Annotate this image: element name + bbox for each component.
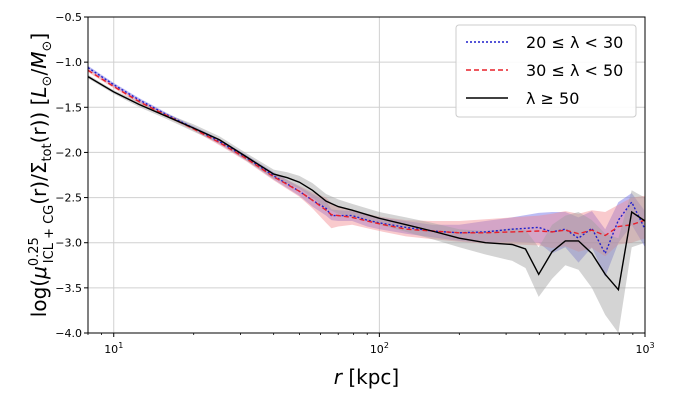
- x-axis-title-unit: [kpc]: [342, 365, 399, 389]
- y-tick-label: −1.5: [55, 101, 82, 114]
- y-tick-label: −3.0: [55, 237, 82, 250]
- x-tick-label: 101: [104, 341, 123, 356]
- x-tick-label: 102: [370, 341, 389, 356]
- series-line-2: [87, 69, 646, 237]
- uncertainty-band-2: [88, 68, 645, 257]
- uncertainty-band-1: [88, 65, 645, 277]
- y-tick-label: −2.0: [55, 146, 82, 159]
- uncertainty-bands: [88, 65, 645, 334]
- y-tick-label: −1.0: [55, 56, 82, 69]
- y-ticks: −0.5 −1.0 −1.5 −2.0 −2.5 −3.0 −3.5 −4.0: [55, 11, 88, 340]
- y-tick-label: −3.5: [55, 282, 82, 295]
- legend-label-3: λ ≥ 50: [526, 89, 579, 108]
- y-tick-label: −0.5: [55, 11, 82, 24]
- legend-box: [455, 24, 637, 118]
- series-line-3: [87, 75, 646, 292]
- series-line-1: [87, 67, 646, 256]
- y-axis-title: log(μ0.25ICL + CG(r)/Σtot(r)) [L⊙/M⊙]: [27, 33, 57, 317]
- series-lines: [87, 67, 646, 292]
- x-axis-title-var: r: [334, 365, 344, 389]
- y-tick-label: −4.0: [55, 327, 82, 340]
- plot-frame: [87, 16, 646, 334]
- legend-label-1: 20 ≤ λ < 30: [526, 33, 623, 52]
- legend: 20 ≤ λ < 30 30 ≤ λ < 50 λ ≥ 50: [455, 24, 637, 118]
- x-ticks: 101 102 103: [87, 333, 655, 356]
- legend-label-2: 30 ≤ λ < 50: [526, 61, 623, 80]
- y-tick-label: −2.5: [55, 192, 82, 205]
- x-tick-label: 103: [635, 341, 654, 356]
- x-axis-title: r [kpc]: [334, 365, 399, 389]
